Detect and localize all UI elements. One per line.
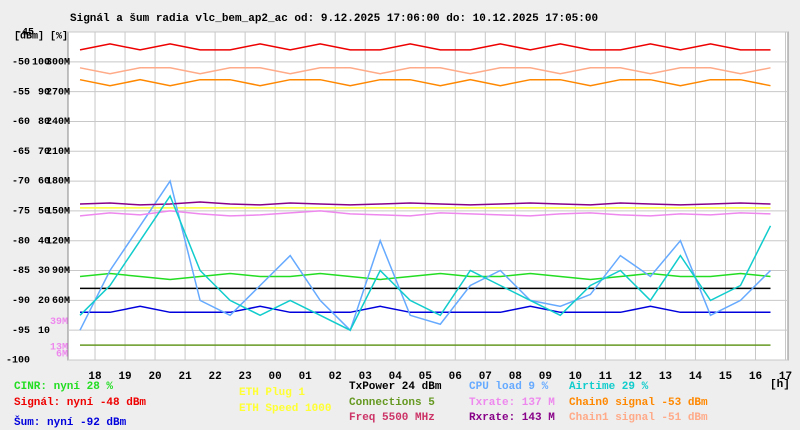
x-tick-label: 17 (779, 371, 792, 383)
y-tick-label: -100 (6, 356, 30, 367)
y-tick-label: -50 (12, 57, 30, 68)
y2-tick-label: 30 (38, 266, 50, 277)
legend-entry: Chain0 signal -53 dBm (569, 397, 708, 409)
x-tick-label: 18 (88, 371, 102, 383)
y-tick-label: -60 (12, 117, 30, 128)
x-tick-label: 13 (659, 371, 673, 383)
legend-entry: Šum: nyní -92 dBm (14, 415, 127, 429)
x-tick-label: 15 (719, 371, 733, 383)
y2-tick-label: 50 (38, 207, 50, 218)
rate-marker: 6M (56, 350, 68, 361)
y2-tick-label: 80 (38, 117, 50, 128)
legend-entry: Rxrate: 143 M (469, 412, 555, 424)
y2-tick-label: 90 (38, 87, 50, 98)
y2-tick-label: 100 (32, 57, 50, 68)
series-line (79, 179, 772, 332)
x-tick-label: 04 (389, 371, 403, 383)
y3-tick-label: 300M (46, 57, 70, 68)
series-line (79, 67, 771, 75)
y-tick-label: -85 (12, 266, 30, 277)
legend-entry: CPU load 9 % (469, 381, 549, 393)
legend-entry: ETH Plug 1 (239, 387, 305, 399)
x-tick-label: 11 (599, 371, 613, 383)
x-tick-label: 01 (299, 371, 313, 383)
series-line (80, 305, 771, 314)
x-tick-label: 22 (209, 371, 222, 383)
x-tick-label: 16 (749, 371, 762, 383)
x-tick-label: 07 (479, 371, 492, 383)
y3-tick-label: 180M (46, 177, 70, 188)
x-tick-label: 03 (359, 371, 373, 383)
x-tick-label: 14 (689, 371, 703, 383)
x-tick-label: 00 (269, 371, 282, 383)
legend-entry: Airtime 29 % (569, 381, 649, 393)
series-line (79, 78, 771, 87)
y-units: [dBm] [%] (14, 31, 68, 43)
y-tick-label: -45 (16, 28, 34, 39)
plot-area (67, 31, 789, 361)
y3-tick-label: 210M (46, 147, 70, 158)
rate-marker: 13M (50, 343, 68, 354)
y3-tick-label: 150M (46, 207, 70, 218)
x-tick-label: 02 (329, 371, 342, 383)
rate-marker: 39M (50, 317, 68, 328)
x-tick-label: 12 (629, 371, 642, 383)
y3-tick-label: 240M (46, 117, 70, 128)
series-line (79, 201, 771, 206)
series-line (79, 194, 772, 332)
series-line (79, 272, 771, 281)
legend-entry: Freq 5500 MHz (349, 412, 435, 424)
y-tick-label: -70 (12, 177, 30, 188)
y2-tick-label: 10 (38, 326, 50, 337)
y-tick-label: -95 (12, 326, 30, 337)
x-unit: [h] (770, 379, 790, 391)
x-tick-label: 21 (178, 371, 192, 383)
x-tick-label: 08 (509, 371, 523, 383)
legend-entry: Chain1 signal -51 dBm (569, 412, 708, 424)
y-tick-label: -65 (12, 147, 30, 158)
y2-tick-label: 60 (38, 177, 50, 188)
y3-tick-label: 60M (52, 296, 70, 307)
chart-title: Signál a šum radia vlc_bem_ap2_ac od: 9.… (70, 13, 598, 25)
y3-tick-label: 120M (46, 236, 70, 247)
y3-tick-label: 90M (52, 266, 70, 277)
legend-entry: ETH Speed 1000 (239, 403, 331, 415)
x-tick-label: 19 (118, 371, 131, 383)
legend-entry: Txrate: 137 M (469, 397, 555, 409)
legend-entry: Signál: nyní -48 dBm (14, 397, 146, 409)
series-line (79, 43, 771, 51)
y2-tick-label: 20 (38, 296, 50, 307)
x-tick-label: 10 (569, 371, 582, 383)
legend-entry: CINR: nyní 28 % (14, 381, 113, 393)
y-tick-label: -80 (12, 236, 30, 247)
x-tick-label: 06 (449, 371, 462, 383)
y2-tick-label: 70 (38, 147, 50, 158)
y-tick-label: -55 (12, 87, 30, 98)
legend-entry: Connections 5 (349, 397, 435, 409)
series-line (79, 210, 771, 217)
legend-entry: TxPower 24 dBm (349, 381, 442, 393)
y-tick-label: -90 (12, 296, 30, 307)
x-tick-label: 09 (539, 371, 552, 383)
y2-tick-label: 40 (38, 236, 50, 247)
y-tick-label: -75 (12, 207, 30, 218)
x-tick-label: 23 (239, 371, 253, 383)
x-tick-label: 20 (148, 371, 161, 383)
y3-tick-label: 270M (46, 87, 70, 98)
x-tick-label: 05 (419, 371, 433, 383)
